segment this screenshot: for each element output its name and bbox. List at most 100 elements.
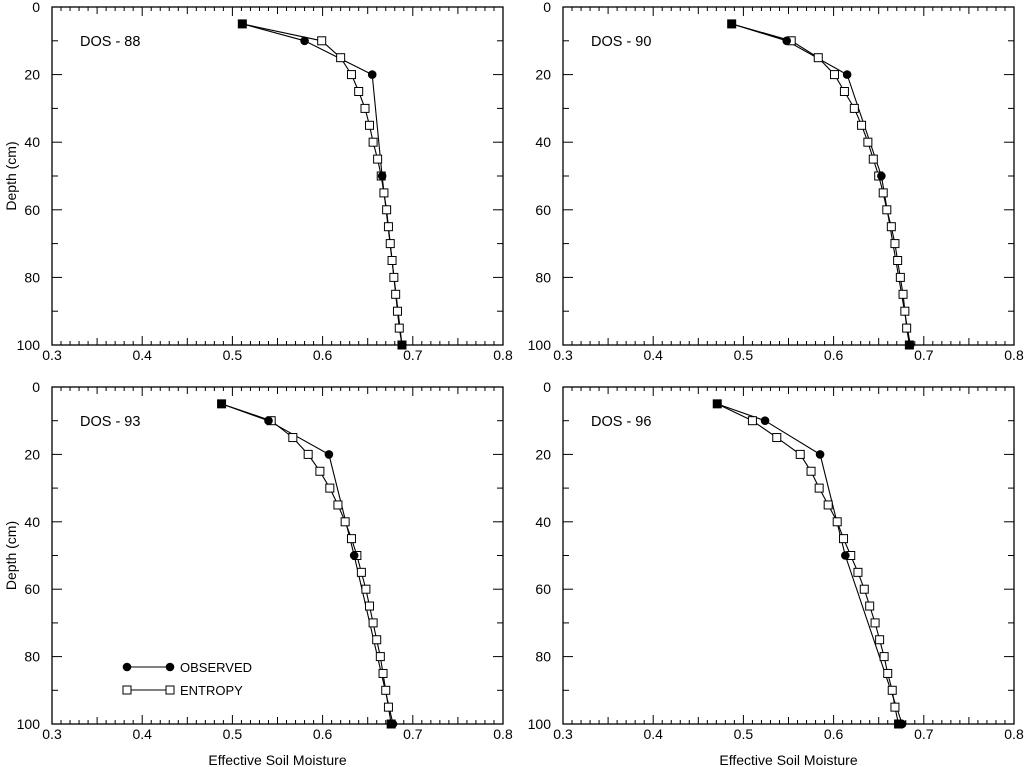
observed-line <box>717 403 903 725</box>
y-tick-label: 80 <box>535 269 551 285</box>
y-tick-label: 100 <box>528 716 552 732</box>
observed-marker <box>841 551 850 560</box>
observed-marker <box>815 450 825 459</box>
observed-marker <box>388 719 398 729</box>
entropy-marker <box>333 500 343 510</box>
legend-observed-marker <box>165 662 175 672</box>
entropy-marker <box>354 87 364 96</box>
observed-marker <box>217 399 226 409</box>
observed-marker <box>367 70 377 79</box>
x-tick-label: 0.7 <box>914 726 934 742</box>
entropy-marker <box>839 87 849 96</box>
y-tick-label: 40 <box>535 514 551 530</box>
entropy-marker <box>365 120 375 130</box>
y-tick-label: 80 <box>24 269 40 285</box>
y-tick-label: 20 <box>535 67 551 83</box>
x-tick-label: 0.8 <box>493 726 513 742</box>
observed-marker <box>727 19 736 29</box>
entropy-marker <box>887 685 897 695</box>
y-tick-label: 60 <box>535 581 551 597</box>
legend-entropy-label: ENTROPY <box>180 683 243 698</box>
entropy-marker <box>382 205 392 215</box>
entropy-marker <box>898 289 908 299</box>
entropy-marker <box>317 36 327 46</box>
entropy-marker <box>336 53 346 63</box>
entropy-marker <box>368 137 378 147</box>
entropy-marker <box>379 188 389 198</box>
entropy-marker <box>839 534 849 544</box>
entropy-marker <box>361 584 371 594</box>
observed-marker <box>842 70 852 79</box>
entropy-marker <box>875 635 885 645</box>
panel-label: DOS - 93 <box>80 414 140 430</box>
y-tick-label: 60 <box>535 202 551 218</box>
entropy-marker <box>890 702 900 712</box>
entropy-marker <box>832 517 842 527</box>
y-tick-label: 20 <box>24 446 40 462</box>
panel-label: DOS - 88 <box>80 34 140 50</box>
entropy-marker <box>857 120 867 130</box>
entropy-marker <box>795 449 805 459</box>
observed-marker <box>712 399 722 409</box>
x-tick-label: 0.6 <box>313 726 333 742</box>
panel-1: 0.3 0.4 0.5 0.6 0.7 0.8 0 20 40 60 80 100 DOS - 88 De… <box>3 0 513 363</box>
observed-line <box>242 23 403 346</box>
observed-marker <box>782 36 791 46</box>
entropy-marker <box>806 466 816 476</box>
entropy-marker <box>389 272 399 282</box>
entropy-marker <box>883 668 893 678</box>
entropy-marker <box>368 618 378 628</box>
entropy-marker <box>375 652 385 662</box>
panel-label: DOS - 90 <box>591 34 651 50</box>
x-tick-label: 0.4 <box>132 347 152 363</box>
entropy-marker <box>315 466 325 476</box>
legend-observed-label: OBSERVED <box>180 660 252 675</box>
entropy-marker <box>391 289 401 299</box>
entropy-marker <box>886 222 896 232</box>
x-tick-label: 0.6 <box>824 726 844 742</box>
x-tick-label: 0.7 <box>403 726 423 742</box>
entropy-marker <box>890 239 900 249</box>
panel-4: 0.3 0.4 0.5 0.6 0.7 0.8 0 20 40 60 80 100 DOS - 96 Ef… <box>528 379 1024 767</box>
entropy-marker <box>813 53 823 63</box>
entropy-marker <box>893 256 903 265</box>
panel-2: 0.3 0.4 0.5 0.6 0.7 0.8 0 20 40 60 80 100 DOS - 90 <box>528 0 1024 363</box>
entropy-marker <box>303 449 313 459</box>
panel-3: 0.3 0.4 0.5 0.6 0.7 0.8 0 20 40 60 80 100 DOS - 93 De… <box>3 379 513 767</box>
x-tick-label: 0.8 <box>1004 726 1024 742</box>
observed-marker <box>349 551 359 560</box>
y-axis-label: Depth (cm) <box>3 521 19 590</box>
panel-label: DOS - 96 <box>591 414 651 430</box>
observed-marker <box>877 171 886 181</box>
observed-line <box>731 23 911 346</box>
y-tick-label: 20 <box>535 446 551 462</box>
entropy-marker <box>882 205 892 215</box>
x-tick-label: 0.4 <box>643 347 663 363</box>
entropy-marker <box>340 517 350 527</box>
entropy-marker <box>365 601 375 611</box>
y-tick-label: 80 <box>24 649 40 665</box>
x-tick-label: 0.8 <box>493 347 513 363</box>
x-tick-label: 0.6 <box>313 347 333 363</box>
entropy-marker <box>383 222 393 232</box>
entropy-marker <box>772 433 782 443</box>
observed-marker <box>897 719 907 729</box>
y-tick-label: 40 <box>535 134 551 150</box>
entropy-marker <box>356 567 366 577</box>
x-tick-label: 0.3 <box>42 726 62 742</box>
entropy-marker <box>346 70 356 80</box>
legend-entropy-marker <box>165 685 175 695</box>
observed-marker <box>324 450 334 459</box>
legend: OBSERVED ENTROPY <box>122 660 252 698</box>
x-tick-label: 0.5 <box>734 726 754 742</box>
entropy-marker <box>747 416 757 426</box>
y-tick-label: 100 <box>17 337 41 353</box>
y-tick-label: 60 <box>24 202 40 218</box>
entropy-line <box>716 403 900 725</box>
observed-marker <box>760 416 770 426</box>
observed-marker <box>300 36 309 46</box>
observed-marker <box>397 340 407 350</box>
entropy-marker <box>392 306 402 316</box>
plot-frame <box>562 386 1015 725</box>
